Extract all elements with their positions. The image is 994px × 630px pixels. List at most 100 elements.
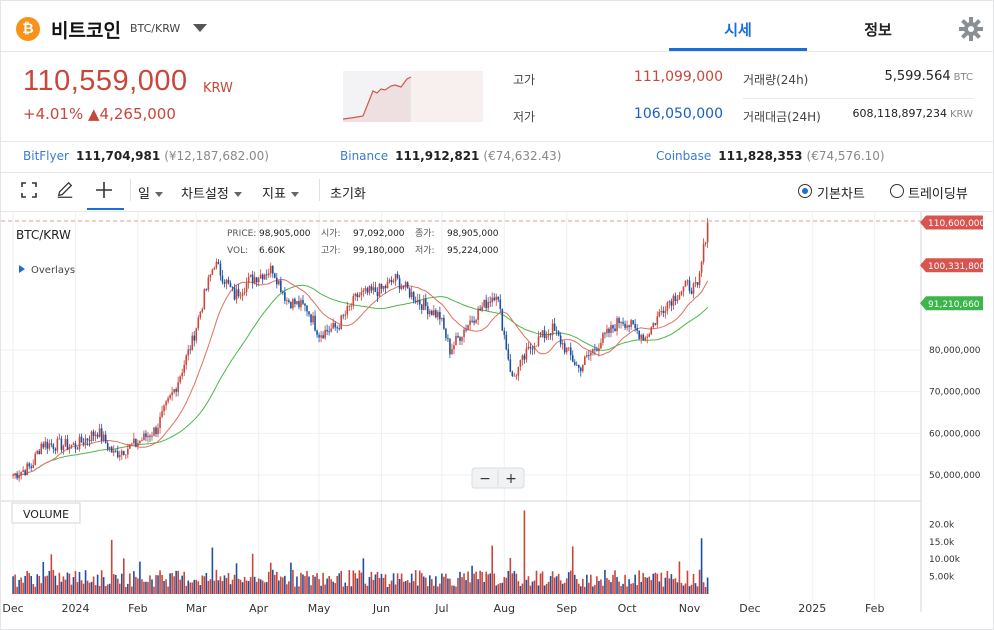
volume-bar <box>141 579 143 594</box>
candle-body <box>455 335 457 346</box>
turnover-label: 거래대금(24H) <box>743 110 821 124</box>
candle-body <box>630 320 632 328</box>
candle-body <box>465 329 467 331</box>
candle-body <box>145 433 147 438</box>
candle-body <box>642 334 644 341</box>
volume-bar <box>688 586 691 594</box>
tab-info[interactable]: 정보 <box>864 21 892 39</box>
volume-bar <box>408 582 411 594</box>
candle-body <box>588 355 590 356</box>
volume-bar <box>469 582 471 594</box>
candle-body <box>420 304 423 310</box>
exchange-bitflyer[interactable]: BitFlyer 111,704,981 (¥12,187,682.00) <box>23 149 269 163</box>
volume-bar <box>241 582 244 594</box>
price-unit: KRW <box>203 81 233 96</box>
volume-bar <box>447 578 449 594</box>
candle-body <box>447 338 449 339</box>
candle-body <box>654 323 657 325</box>
volume-bar <box>650 580 653 594</box>
price-badge-label: 100,331,800 <box>928 262 986 272</box>
basic-chart-label[interactable]: 기본차트 <box>817 187 865 202</box>
gear-icon[interactable] <box>959 17 983 41</box>
candle-body <box>674 295 677 301</box>
chart-settings-dropdown[interactable]: 차트설정 <box>181 183 242 202</box>
tradingview-radio[interactable] <box>890 184 904 198</box>
fullscreen-icon[interactable] <box>20 181 38 199</box>
crosshair-icon[interactable] <box>95 181 113 199</box>
zoom-in-button[interactable]: + <box>505 471 517 487</box>
volume-bar <box>171 573 173 594</box>
volume-bar <box>36 574 39 594</box>
overlays-label[interactable]: Overlays <box>31 265 75 276</box>
chevron-down-icon[interactable] <box>193 24 207 32</box>
candle-body <box>431 310 433 316</box>
candle-body <box>175 389 177 392</box>
basic-chart-radio[interactable] <box>798 184 812 198</box>
exchange-name: BitFlyer <box>23 149 69 163</box>
volume-bar <box>344 582 347 594</box>
volume-unit: BTC <box>953 72 973 83</box>
candle-body <box>626 325 628 328</box>
zoom-out-button[interactable]: − <box>479 471 491 487</box>
indicators-dropdown[interactable]: 지표 <box>262 183 299 202</box>
coin-name[interactable]: 비트코인 <box>51 20 121 42</box>
volume-bar <box>74 571 77 594</box>
x-tick-label: Oct <box>618 602 638 615</box>
candle-body <box>457 335 459 338</box>
candle-body <box>143 433 145 441</box>
volume-bar <box>92 576 95 594</box>
volume-bar <box>294 586 296 594</box>
candle-body <box>249 274 252 277</box>
candle-body <box>94 434 97 436</box>
x-tick-label: Feb <box>128 602 147 615</box>
volume-bar <box>501 582 504 594</box>
volume-bar <box>139 561 141 594</box>
volume-bar <box>690 584 693 594</box>
exchange-coinbase[interactable]: Coinbase 111,828,353 (€74,576.10) <box>656 149 885 163</box>
candle-body <box>628 325 630 328</box>
candle-body <box>137 443 139 447</box>
divider <box>1 172 994 173</box>
volume-bar <box>461 577 463 594</box>
volume-bar <box>600 579 602 594</box>
exchange-converted: (¥12,187,682.00) <box>164 149 269 163</box>
volume-bar <box>406 580 409 594</box>
interval-dropdown[interactable]: 일 <box>138 183 163 202</box>
volume-bar <box>706 577 709 594</box>
pencil-icon[interactable] <box>56 181 74 199</box>
candle-body <box>479 308 481 311</box>
volume-bars <box>12 510 709 594</box>
candle-body <box>14 473 16 476</box>
volume-bar <box>211 547 214 594</box>
exchange-binance[interactable]: Binance 111,912,821 (€74,632.43) <box>340 149 561 163</box>
candle-body <box>535 345 538 347</box>
volume-bar <box>553 577 556 594</box>
candle-body <box>139 440 141 444</box>
candle-body <box>678 294 681 300</box>
volume-value: 5,599.564 BTC <box>821 69 973 84</box>
volume-bar <box>646 577 649 594</box>
candle-body <box>650 327 653 335</box>
caret-right-icon[interactable] <box>19 265 25 273</box>
x-tick-label: Sep <box>556 602 577 615</box>
tab-price[interactable]: 시세 <box>724 21 752 39</box>
volume-bar <box>682 585 685 594</box>
volume-bar <box>203 576 206 594</box>
ma-slow-line <box>12 284 708 477</box>
volume-bar <box>290 562 292 594</box>
volume-bar <box>523 510 526 594</box>
reset-button[interactable]: 초기화 <box>330 187 366 202</box>
volume-bar <box>555 576 558 594</box>
volume-bar <box>30 575 32 594</box>
volume-bar <box>604 569 606 594</box>
volume-bar <box>579 586 582 594</box>
volume-bar <box>608 579 610 594</box>
volume-bar <box>318 579 320 594</box>
candle-body <box>129 444 131 449</box>
volume-bar <box>515 573 518 594</box>
tradingview-label[interactable]: 트레이딩뷰 <box>908 187 968 202</box>
volume-bar <box>267 571 270 594</box>
coin-pair[interactable]: BTC/KRW <box>130 22 181 35</box>
volume-bar <box>110 539 113 594</box>
price-chart[interactable]: 80,000,000 70,000,000 60,000,000 50,000,000… <box>1 212 994 624</box>
